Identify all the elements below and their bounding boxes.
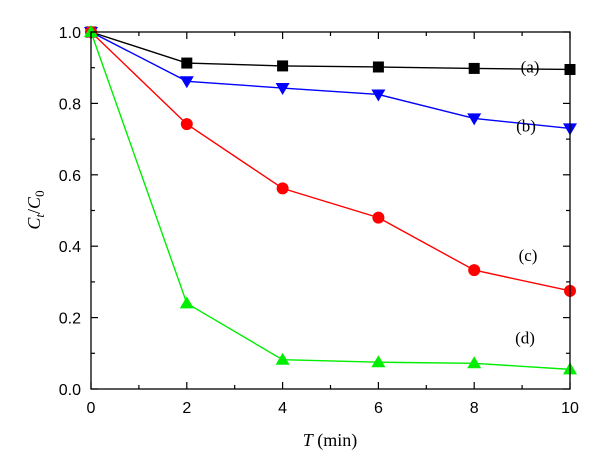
series-label: (c) <box>519 246 538 265</box>
x-tick-label: 0 <box>87 400 96 417</box>
data-point-triangle-up <box>371 355 386 368</box>
x-axis-title: T (min) <box>303 430 358 451</box>
data-point-square <box>181 57 193 69</box>
x-tick-label: 8 <box>470 400 479 417</box>
series-label: (b) <box>516 116 536 135</box>
data-point-triangle-down <box>467 113 482 126</box>
y-axis-title: Ct/C0 <box>24 190 47 229</box>
data-point-triangle-down <box>179 76 194 89</box>
series-line <box>90 31 571 371</box>
data-point-triangle-down <box>275 83 290 96</box>
data-point-triangle-up <box>84 25 98 37</box>
series-line <box>90 31 571 292</box>
data-point-triangle-down <box>371 89 386 102</box>
y-axis-numerator: C <box>24 217 44 230</box>
axes-layer: 0 2 4 6 8 10 0.0 0.2 0.4 0.6 0.8 1.0 <box>59 25 579 417</box>
data-point-circle <box>276 182 289 195</box>
data-point-triangle-up <box>179 296 194 309</box>
x-tick-label: 10 <box>561 400 579 417</box>
y-tick-label: 0.0 <box>59 382 81 399</box>
x-tick-label: 6 <box>374 400 383 417</box>
data-point-square <box>468 62 480 74</box>
data-point-square <box>372 61 384 73</box>
y-tick-label: 1.0 <box>59 25 81 42</box>
data-point-square <box>277 60 289 72</box>
series-label: (a) <box>521 57 540 76</box>
y-tick-label: 0.4 <box>59 239 81 256</box>
series-line <box>90 31 571 71</box>
y-axis-numerator-sub: t <box>32 214 47 218</box>
data-point-circle <box>180 118 193 131</box>
x-axis-unit: (min) <box>313 430 358 451</box>
series-label: (d) <box>515 328 535 347</box>
data-point-triangle-up <box>275 352 290 365</box>
y-axis-separator: / <box>24 209 44 214</box>
x-tick-label: 2 <box>182 400 191 417</box>
y-tick-label: 0.8 <box>59 96 81 113</box>
y-tick-label: 0.2 <box>59 311 81 328</box>
x-axis-variable: T <box>303 430 315 450</box>
series-d: (d) <box>84 25 577 375</box>
y-tick-label: 0.6 <box>59 168 81 185</box>
y-axis-denominator: C <box>24 196 44 209</box>
series-line <box>90 31 571 130</box>
x-tick-label: 4 <box>278 400 287 417</box>
data-point-circle <box>468 264 481 277</box>
data-point-circle <box>372 211 385 224</box>
y-axis-denominator-sub: 0 <box>32 190 47 197</box>
data-point-triangle-up <box>467 356 482 369</box>
